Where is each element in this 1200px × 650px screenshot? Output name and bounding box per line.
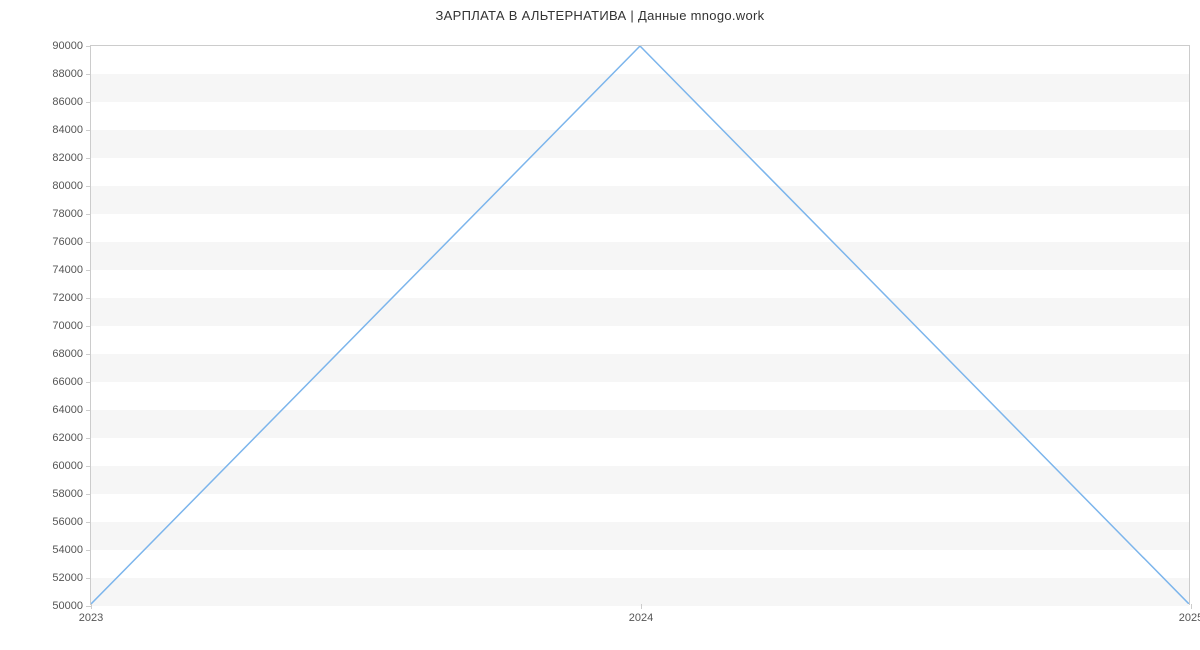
y-tick-mark	[86, 158, 91, 159]
y-tick-mark	[86, 298, 91, 299]
y-tick-mark	[86, 550, 91, 551]
chart-container: ЗАРПЛАТА В АЛЬТЕРНАТИВА | Данные mnogo.w…	[0, 0, 1200, 650]
x-tick-label: 2025	[1179, 604, 1200, 624]
y-tick-mark	[86, 214, 91, 215]
y-tick-mark	[86, 270, 91, 271]
y-tick-mark	[86, 242, 91, 243]
y-tick-mark	[86, 438, 91, 439]
y-tick-mark	[86, 46, 91, 47]
y-tick-mark	[86, 578, 91, 579]
y-tick-mark	[86, 326, 91, 327]
y-tick-mark	[86, 74, 91, 75]
y-tick-mark	[86, 382, 91, 383]
line-series-svg	[91, 46, 1189, 604]
y-tick-mark	[86, 354, 91, 355]
y-tick-mark	[86, 102, 91, 103]
chart-title: ЗАРПЛАТА В АЛЬТЕРНАТИВА | Данные mnogo.w…	[0, 8, 1200, 23]
plot-area: 5000052000540005600058000600006200064000…	[90, 45, 1190, 605]
x-tick-mark	[1191, 604, 1192, 609]
y-tick-mark	[86, 466, 91, 467]
y-tick-mark	[86, 186, 91, 187]
x-tick-mark	[641, 604, 642, 609]
line-series	[91, 46, 1189, 604]
y-tick-mark	[86, 130, 91, 131]
y-tick-mark	[86, 410, 91, 411]
y-tick-mark	[86, 522, 91, 523]
x-tick-mark	[91, 604, 92, 609]
y-tick-mark	[86, 494, 91, 495]
